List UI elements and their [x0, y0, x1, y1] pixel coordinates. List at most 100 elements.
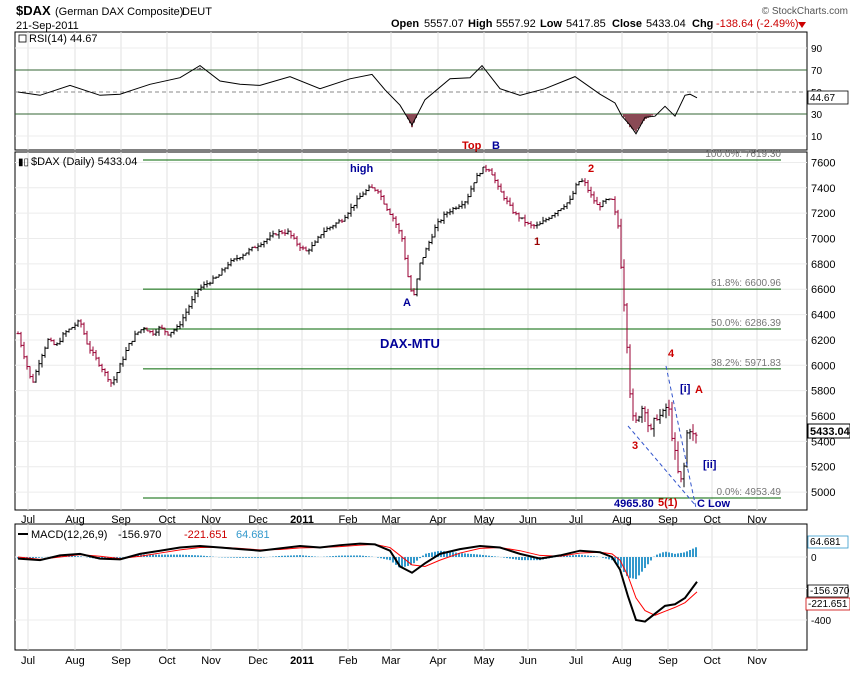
macd-value-1: -156.970: [118, 529, 161, 541]
fib-label: 0.0%: 4953.49: [717, 487, 782, 498]
macd-value-3: 64.681: [236, 529, 270, 541]
macd-panel: [14, 523, 808, 651]
x-tick-label: Jun: [519, 514, 537, 526]
brand-label: © StockCharts.com: [762, 6, 848, 17]
macd-legend: MACD(12,26,9) -156.970 -221.651 64.681: [18, 529, 270, 541]
rsi-legend: RSI(14) 44.67: [18, 33, 97, 45]
chg-down-icon: [798, 22, 806, 28]
price-tick-label: 6000: [811, 360, 835, 372]
fib-layer: 100.0%: 7619.30 61.8%: 6600.96 50.0%: 6286…: [143, 149, 782, 499]
x-tick-label: Aug: [612, 514, 632, 526]
x-tick-label: Nov: [201, 514, 221, 526]
label-4: 4: [668, 348, 675, 360]
x-tick-label: Mar: [382, 514, 401, 526]
price-badge-box: [807, 423, 850, 439]
wedge-line-lower: [627, 425, 697, 507]
x-tick-label: Jul: [569, 655, 583, 667]
macd-line: [17, 542, 698, 623]
label-high: high: [350, 163, 373, 175]
x-tick-label: Nov: [747, 655, 767, 667]
x-tick-label: Aug: [612, 655, 632, 667]
x-tick-label: Jul: [21, 655, 35, 667]
rsi-badge: 44.67: [807, 90, 849, 105]
rsi-tick-label: 30: [811, 110, 823, 121]
x-tick-label: Dec: [248, 655, 268, 667]
price-tick-label: 6400: [811, 310, 835, 322]
label-top: Top: [462, 140, 482, 152]
chg-label: Chg: [692, 18, 713, 30]
macd-badge-signal: -221.651: [808, 599, 848, 610]
label-5-1: 5(1): [658, 497, 678, 509]
price-badge-text: 5433.04: [810, 426, 850, 438]
open-label: Open: [391, 18, 419, 30]
price-tick-label: 5200: [811, 462, 835, 474]
macd-badge-signal-box: [805, 597, 850, 611]
label-a-blue: A: [403, 297, 411, 309]
price-tick-label: 7200: [811, 208, 835, 220]
macd-badges: 64.681 -156.970 -221.651: [805, 535, 850, 611]
macd-value-2: -221.651: [184, 529, 227, 541]
x-tick-label: Sep: [658, 514, 678, 526]
x-tick-label: Dec: [248, 514, 268, 526]
price-tick-label: 7000: [811, 234, 835, 246]
rsi-tick-label: 70: [811, 66, 823, 77]
x-tick-label: Oct: [158, 655, 175, 667]
symbol-title: $DAX: [16, 3, 51, 18]
price-layer: [16, 164, 698, 488]
rsi-panel: [14, 31, 808, 151]
x-tick-label: Nov: [747, 514, 767, 526]
x-tick-label: May: [474, 514, 495, 526]
rsi-tick-label: 90: [811, 44, 823, 55]
price-legend-icon: ▮▯: [18, 157, 29, 168]
macd-tick-label: -400: [811, 616, 831, 627]
price-tick-label: 7400: [811, 183, 835, 195]
macd-label: MACD(12,26,9): [31, 529, 107, 541]
x-tick-label: Sep: [111, 655, 131, 667]
price-panel: [14, 151, 808, 511]
x-tick-label: Oct: [703, 514, 720, 526]
chg-value: -138.64 (-2.49%): [716, 18, 799, 30]
wave-annotations: high Top B A 1 2 3 4 5(1) [i] A [ii] C L…: [350, 140, 730, 510]
x-tick-label: Feb: [339, 514, 358, 526]
x-tick-label: Sep: [658, 655, 678, 667]
macd-badge-hist: 64.681: [810, 537, 841, 548]
price-tick-label: 5400: [811, 436, 835, 448]
rsi-layer: [17, 64, 698, 135]
price-tick-label: 5600: [811, 411, 835, 423]
label-i: [i]: [680, 383, 691, 395]
x-tick-label: Aug: [65, 655, 85, 667]
ohlc-header: Open 5557.07 High 5557.92 Low 5417.85 Cl…: [391, 18, 806, 30]
label-3: 3: [632, 440, 638, 452]
symbol-exchange: DEUT: [182, 6, 212, 18]
header-date: 21-Sep-2011: [16, 20, 79, 32]
x-tick-label: Jun: [519, 655, 537, 667]
macd-badge-macd: -156.970: [810, 586, 850, 597]
price-badge: 5433.04: [807, 423, 850, 439]
x-tick-label: Aug: [65, 514, 85, 526]
high-label: High: [468, 18, 493, 30]
macd-layer: [17, 542, 698, 623]
rsi-badge-box: [807, 90, 849, 105]
low-label: Low: [540, 18, 562, 30]
price-tick-label: 5000: [811, 487, 835, 499]
label-2: 2: [588, 163, 594, 175]
label-c-low: C Low: [697, 498, 730, 510]
price-tick-label: 5800: [811, 386, 835, 398]
x-tick-label: Feb: [339, 655, 358, 667]
x-tick-label: Oct: [703, 655, 720, 667]
x-tick-label: Apr: [429, 514, 446, 526]
price-label: $DAX (Daily) 5433.04: [31, 156, 137, 168]
fib-label: 50.0%: 6286.39: [711, 318, 781, 329]
x-tick-label: Jul: [569, 514, 583, 526]
x-tick-label: Apr: [429, 655, 446, 667]
x-tick-label: Jul: [21, 514, 35, 526]
price-tick-label: 6600: [811, 284, 835, 296]
symbol-name: (German DAX Composite): [55, 6, 183, 18]
x-tick-label: Oct: [158, 514, 175, 526]
close-value: 5433.04: [646, 18, 686, 30]
label-1: 1: [534, 236, 540, 248]
macd-badge-hist-box: [807, 535, 849, 549]
price-tick-label: 6200: [811, 335, 835, 347]
